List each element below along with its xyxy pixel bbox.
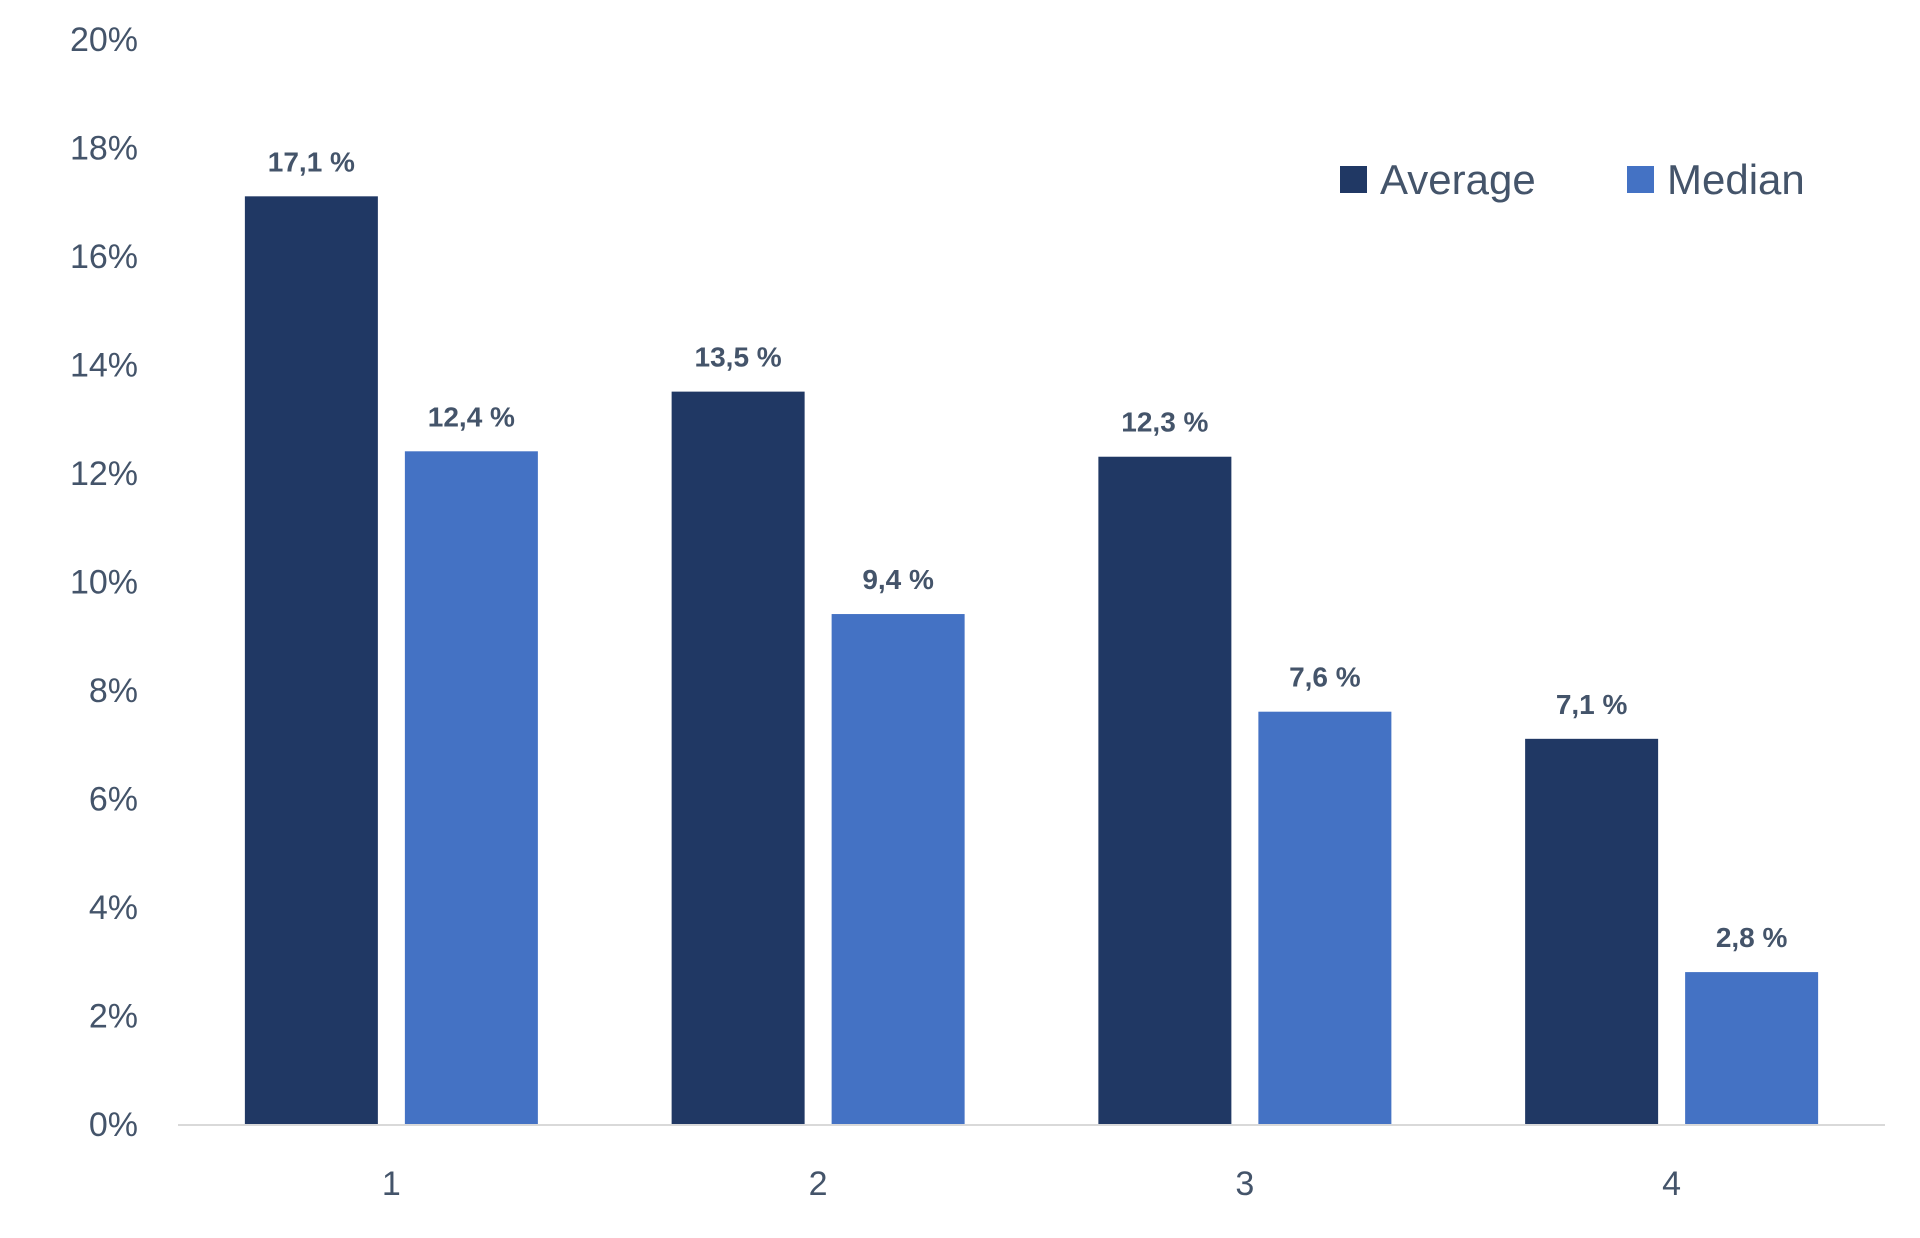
bar-median-2 [831, 614, 965, 1124]
y-tick-label: 8% [89, 672, 138, 710]
y-tick-label: 10% [70, 564, 138, 602]
y-tick-label: 2% [89, 998, 138, 1036]
bar-average-3 [1098, 456, 1232, 1125]
data-label-average-2: 13,5 % [695, 342, 782, 373]
legend-swatch-average [1340, 166, 1367, 193]
data-label-average-4: 7,1 % [1556, 689, 1628, 720]
data-label-average-3: 12,3 % [1121, 407, 1208, 438]
x-category-label: 3 [1235, 1165, 1254, 1203]
legend-label-median: Median [1667, 156, 1805, 203]
data-labels: 17,1 % 12,4 % 13,5 % 9,4 % 12,3 % 7,6 % 7,1 % 2… [268, 146, 1788, 953]
data-label-median-4: 2,8 % [1716, 922, 1788, 953]
x-category-label: 4 [1662, 1165, 1681, 1203]
data-label-median-1: 12,4 % [428, 401, 515, 432]
x-axis-category-labels: 1 2 3 4 [382, 1165, 1681, 1203]
bar-median-4 [1685, 972, 1819, 1124]
y-axis-tick-labels: 0% 2% 4% 6% 8% 10% 12% 14% 16% 18% 20% [70, 21, 138, 1144]
y-tick-label: 0% [89, 1106, 138, 1144]
data-label-median-3: 7,6 % [1289, 662, 1361, 693]
bar-average-4 [1525, 738, 1659, 1124]
y-tick-label: 6% [89, 781, 138, 819]
bar-median-1 [404, 451, 538, 1124]
bar-marks [244, 196, 1819, 1125]
y-tick-label: 18% [70, 130, 138, 168]
y-tick-label: 20% [70, 21, 138, 59]
data-label-average-1: 17,1 % [268, 146, 355, 177]
bar-median-3 [1258, 711, 1392, 1124]
bar-average-1 [244, 196, 378, 1124]
y-tick-label: 12% [70, 455, 138, 493]
x-category-label: 2 [809, 1165, 828, 1203]
y-tick-label: 16% [70, 238, 138, 276]
y-tick-label: 14% [70, 347, 138, 385]
y-tick-label: 4% [89, 889, 138, 927]
legend-swatch-median [1627, 166, 1654, 193]
data-label-median-2: 9,4 % [862, 564, 934, 595]
legend: Average Median [1340, 156, 1805, 203]
legend-label-average: Average [1380, 156, 1536, 203]
bar-average-2 [671, 391, 805, 1124]
x-category-label: 1 [382, 1165, 401, 1203]
